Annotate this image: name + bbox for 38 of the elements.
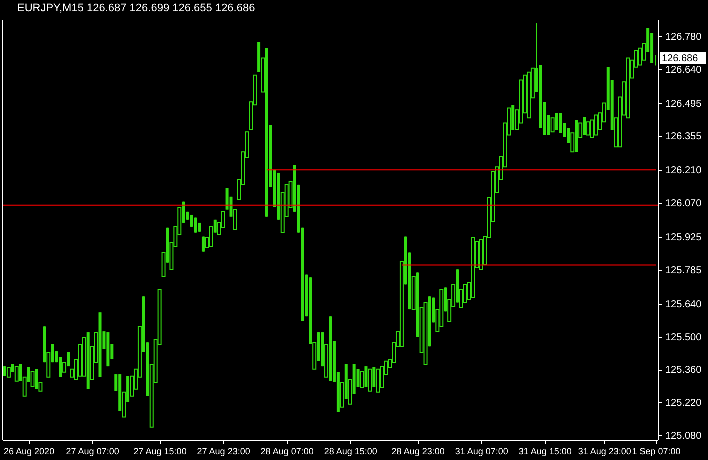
candlestick (594, 114, 598, 136)
x-tick-label: 31 Aug 15:00 (518, 446, 572, 456)
candlestick (368, 368, 372, 392)
candlestick (6, 366, 11, 378)
y-tick-label: 126.780 (666, 32, 702, 43)
x-tick-label: 31 Aug 07:00 (455, 446, 508, 456)
candlestick (14, 366, 19, 382)
y-tick-label: 125.220 (666, 398, 702, 409)
y-tick-label: 126.070 (666, 198, 702, 210)
y-tick-label: 125.500 (666, 332, 702, 344)
x-tick-label: 27 Aug 07:00 (66, 446, 120, 456)
y-tick-label: 126.495 (666, 98, 702, 110)
candlestick (364, 366, 368, 388)
x-tick-label: 26 Aug 2020 (4, 446, 55, 456)
y-tick-label: 126.640 (666, 64, 702, 76)
x-tick-label: 27 Aug 15:00 (134, 446, 187, 456)
x-tick-label: 28 Aug 23:00 (392, 446, 445, 456)
x-tick-label: 31 Aug 23:00 (578, 446, 632, 456)
x-tick-label: 27 Aug 23:00 (197, 446, 250, 456)
candlestick (376, 368, 380, 393)
y-tick-label: 125.925 (666, 232, 702, 244)
x-tick-label: 28 Aug 07:00 (260, 446, 314, 456)
x-tick-label: 1 Sep 07:00 (632, 446, 681, 456)
candlestick (360, 370, 364, 388)
candlestick (555, 112, 558, 131)
x-tick-label: 28 Aug 15:00 (324, 446, 378, 456)
y-tick-label: 125.640 (666, 299, 702, 310)
y-tick-label: 126.355 (666, 132, 702, 143)
text: 126.686 (662, 53, 699, 64)
chart-title: EURJPY,M15 126.687 126.699 126.655 126.686 (18, 2, 256, 14)
candlestick (194, 217, 198, 234)
y-tick-label: 125.080 (666, 430, 702, 442)
y-tick-label: 126.210 (666, 166, 702, 177)
y-tick-label: 125.360 (666, 365, 702, 376)
candlestick (35, 368, 38, 390)
candlestick (559, 112, 562, 134)
candlestick (30, 370, 35, 388)
y-tick-label: 125.785 (666, 265, 702, 276)
